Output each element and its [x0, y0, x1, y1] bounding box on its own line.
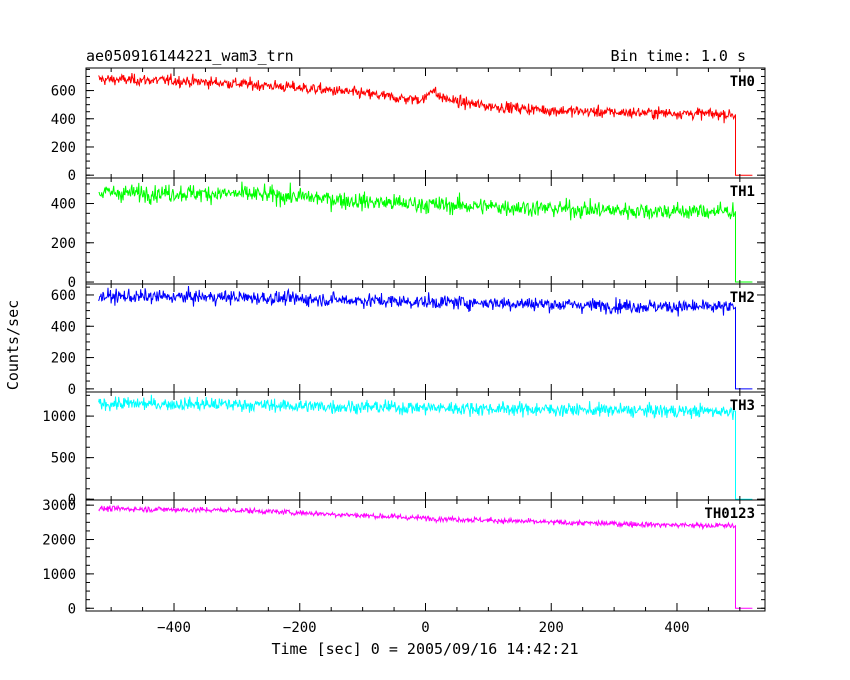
x-axis-label: Time [sec] 0 = 2005/09/16 14:42:21 — [271, 640, 578, 658]
y-tick-label: 0 — [68, 275, 76, 291]
series-line-th1 — [98, 181, 753, 283]
chart-title: ae050916144221_wam3_trn — [86, 47, 294, 65]
panel-th0123: 0 1000 2000 3000 TH0123 — [42, 498, 766, 617]
y-tick-label: 3000 — [42, 498, 76, 514]
panels-group: 0 200 400 600 TH0 0 200 400 TH1 0 200 400 600 TH2 0 500… — [42, 67, 766, 636]
y-tick-label: 400 — [51, 319, 76, 335]
panel-th2: 0 200 400 600 TH2 — [51, 283, 766, 398]
y-tick-label: 2000 — [42, 533, 76, 549]
series-line-th0 — [98, 73, 753, 176]
x-tick-label: −400 — [157, 620, 191, 636]
y-axis-label: Counts/sec — [4, 300, 22, 390]
y-tick-label: 0 — [68, 492, 76, 508]
y-tick-label: 400 — [51, 112, 76, 128]
panel-frame — [85, 67, 766, 179]
y-tick-label: 600 — [51, 84, 76, 100]
y-tick-label: 0 — [68, 382, 76, 398]
panel-label: TH0123 — [704, 506, 755, 522]
y-tick-label: 200 — [51, 140, 76, 156]
y-tick-label: 500 — [51, 451, 76, 467]
y-tick-label: 200 — [51, 351, 76, 367]
series-line-th0123 — [98, 505, 753, 609]
x-tick-label: 400 — [664, 620, 689, 636]
panel-label: TH1 — [730, 184, 755, 200]
panel-th3: 0 500 1000 TH3 — [42, 391, 766, 508]
y-tick-label: 0 — [68, 168, 76, 184]
panel-label: TH2 — [730, 290, 755, 306]
y-tick-label: 400 — [51, 197, 76, 213]
y-tick-label: 200 — [51, 236, 76, 252]
y-tick-label: 600 — [51, 288, 76, 304]
y-tick-label: 0 — [68, 601, 76, 617]
x-tick-label: 0 — [421, 620, 429, 636]
panel-th1: 0 200 400 TH1 — [51, 177, 766, 291]
panel-label: TH3 — [730, 398, 755, 414]
y-tick-label: 1000 — [42, 567, 76, 583]
panel-th0: 0 200 400 600 TH0 — [51, 67, 766, 184]
y-tick-label: 1000 — [42, 409, 76, 425]
series-line-th3 — [98, 394, 753, 500]
panel-label: TH0 — [730, 74, 755, 90]
x-tick-label: −200 — [283, 620, 317, 636]
bin-time-label: Bin time: 1.0 s — [611, 47, 746, 65]
series-line-th2 — [98, 285, 753, 390]
x-tick-label: 200 — [539, 620, 564, 636]
